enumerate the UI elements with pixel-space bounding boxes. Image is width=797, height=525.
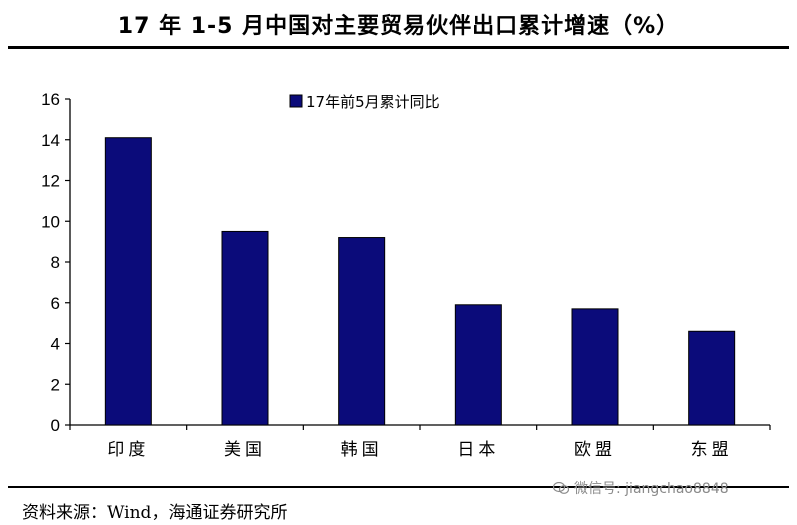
y-tick-label: 12 [41,172,60,191]
bar [454,304,502,426]
y-tick-label: 6 [51,294,60,313]
y-tick-label: 16 [41,90,60,109]
y-tick-label: 14 [41,131,60,150]
bar [104,137,152,426]
wechat-icon [553,482,569,494]
bar-chart: 0 2 4 6 8 10 12 14 16 印度 美国 韩国 日本 欧盟 东盟 17年前5月累计同比 [41,90,771,460]
x-tick-label: 欧盟 [574,440,616,460]
bar [338,237,386,426]
y-tick-label: 4 [51,335,60,354]
x-tick-label: 韩国 [341,440,383,460]
x-tick-label: 东盟 [691,440,733,460]
x-tick-label: 美国 [224,440,266,460]
y-tick-label: 2 [51,375,60,394]
bar [688,330,736,426]
y-tick-label: 0 [51,416,60,435]
source-divider [8,486,789,488]
source-note: 资料来源：Wind，海通证券研究所 [22,503,288,523]
x-tick-label: 印度 [107,440,149,460]
bar [221,230,269,426]
wechat-watermark: 微信号: jiangchao8848 [553,478,729,498]
watermark-text: 微信号: jiangchao8848 [574,481,729,497]
bar [571,308,619,426]
x-tick-label: 日本 [457,440,499,460]
y-tick-label: 8 [51,253,60,272]
y-tick-label: 10 [41,212,60,231]
chart-title: 17 年 1-5 月中国对主要贸易伙伴出口累计增速（%） [117,14,680,39]
title-divider [8,46,789,49]
legend-label: 17年前5月累计同比 [306,93,440,111]
legend-swatch [289,94,303,108]
